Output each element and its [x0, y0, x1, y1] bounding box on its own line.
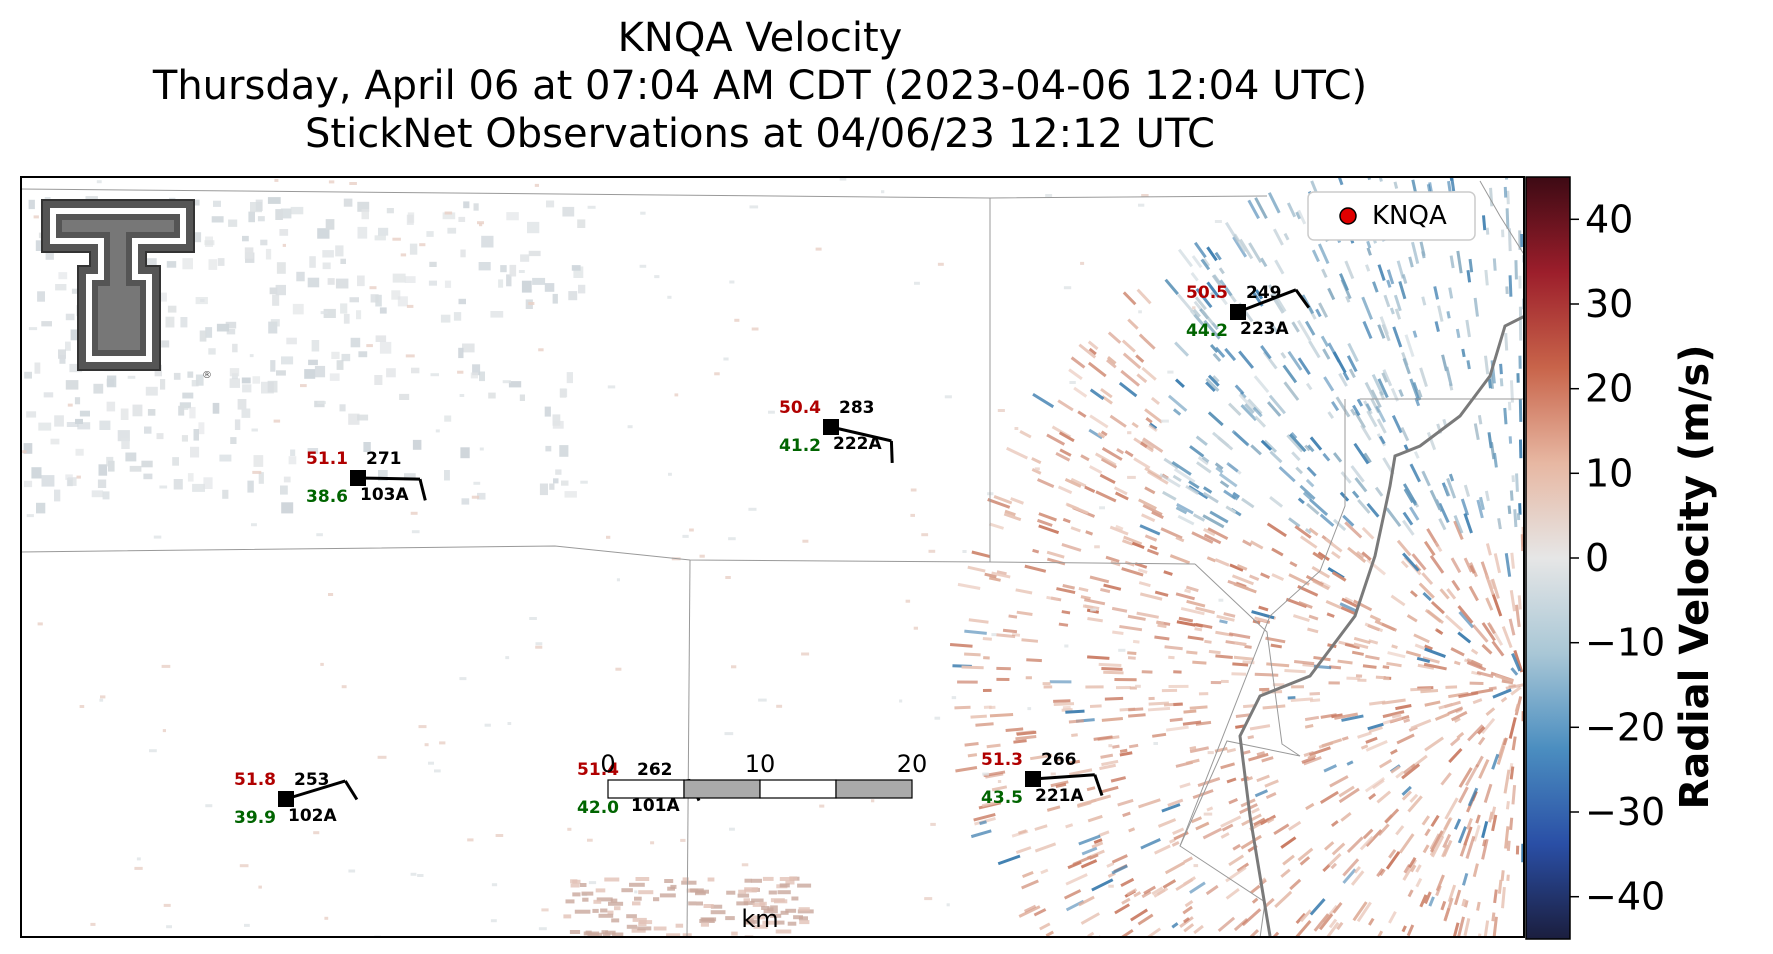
wind-barb-flag [418, 478, 427, 501]
legend-label: KNQA [1372, 201, 1447, 231]
tt-logo-registered: ® [202, 370, 212, 381]
station-marker [1025, 771, 1041, 787]
colorbar-tick-label: 10 [1585, 451, 1633, 495]
station-id: 223A [1240, 319, 1289, 339]
station-id: 222A [833, 434, 882, 454]
station-wind-dir: 262 [637, 760, 673, 780]
station-wind-dir: 253 [294, 770, 330, 790]
wind-barb-staff [1032, 773, 1095, 781]
map-frame [20, 176, 1525, 938]
colorbar-tick-label: −40 [1585, 875, 1665, 919]
station-wind-dir: 266 [1041, 750, 1077, 770]
wind-barb-flag [344, 780, 359, 801]
colorbar-tick-label: 40 [1585, 197, 1633, 241]
station-223A[interactable]: 50.5 249 44.2 223A [1186, 283, 1311, 341]
station-marker [350, 470, 366, 486]
colorbar: 40 30 20 10 0 −10 −20 −30 −40 [1525, 176, 1665, 940]
station-marker [1230, 304, 1246, 320]
scale-tick-20: 20 [897, 750, 928, 778]
station-id: 103A [360, 485, 409, 505]
colorbar-tick-label: −20 [1585, 705, 1665, 749]
title-line-2: Thursday, April 06 at 07:04 AM CDT (2023… [152, 63, 1368, 109]
radar-velocity-field [22, 176, 1525, 938]
station-temp: 50.4 [779, 398, 821, 418]
wind-barb-staff [285, 779, 346, 801]
highway-line [1238, 314, 1525, 937]
station-wind-dir: 283 [839, 398, 875, 418]
scale-tick-10: 10 [745, 750, 776, 778]
title-line-1: KNQA Velocity [617, 15, 903, 61]
station-temp: 51.1 [306, 449, 348, 469]
colorbar-tick-label: −30 [1585, 790, 1665, 834]
station-103A[interactable]: 51.1 271 38.6 103A [306, 449, 427, 507]
station-marker [823, 419, 839, 435]
station-221A[interactable]: 51.3 266 43.5 221A [981, 750, 1104, 808]
station-102A[interactable]: 51.8 253 39.9 102A [234, 770, 359, 828]
tt-logo: ® [41, 199, 212, 381]
county-boundaries [20, 180, 1525, 938]
scale-unit: km [741, 905, 778, 933]
station-temp: 51.3 [981, 750, 1023, 770]
knqa-marker-icon [1339, 207, 1357, 225]
station-temp: 51.8 [234, 770, 276, 790]
station-wind-dir: 271 [366, 449, 402, 469]
scale-tick-0: 0 [600, 750, 615, 778]
wind-barb-flag [1093, 774, 1104, 796]
station-dewpoint: 42.0 [577, 798, 619, 818]
station-dewpoint: 43.5 [981, 788, 1023, 808]
station-temp: 51.4 [577, 760, 619, 780]
station-id: 102A [288, 806, 337, 826]
station-marker [278, 791, 294, 807]
legend: KNQA [1307, 191, 1476, 241]
colorbar-tick-label: 20 [1585, 367, 1633, 411]
station-id: 221A [1035, 786, 1084, 806]
colorbar-tick-label: 0 [1585, 536, 1609, 580]
wind-barb-staff [357, 476, 421, 481]
colorbar-label: Radial Velocity (m/s) [1672, 344, 1718, 810]
colorbar-gradient [1525, 176, 1571, 940]
colorbar-tick-label: 30 [1585, 282, 1633, 326]
station-dewpoint: 41.2 [779, 436, 821, 456]
title-line-3: StickNet Observations at 04/06/23 12:12 … [305, 111, 1215, 157]
colorbar-tick-label: −10 [1585, 621, 1665, 665]
station-wind-dir: 249 [1246, 283, 1282, 303]
station-temp: 50.5 [1186, 283, 1228, 303]
station-dewpoint: 44.2 [1186, 321, 1228, 341]
station-dewpoint: 38.6 [306, 487, 348, 507]
wind-barb-staff [1237, 288, 1297, 314]
radar-map[interactable]: 51.1 271 38.6 103A 50.4 283 41.2 222A 50.5 249 44.… [20, 176, 1525, 938]
scale-bar: 0 10 20 km [600, 750, 927, 933]
wind-barb-flag [1294, 288, 1311, 309]
station-dewpoint: 39.9 [234, 808, 276, 828]
wind-barb-staff [830, 425, 892, 443]
wind-barb-flag [889, 440, 894, 463]
station-id: 101A [631, 796, 680, 816]
station-222A[interactable]: 50.4 283 41.2 222A [779, 398, 894, 463]
